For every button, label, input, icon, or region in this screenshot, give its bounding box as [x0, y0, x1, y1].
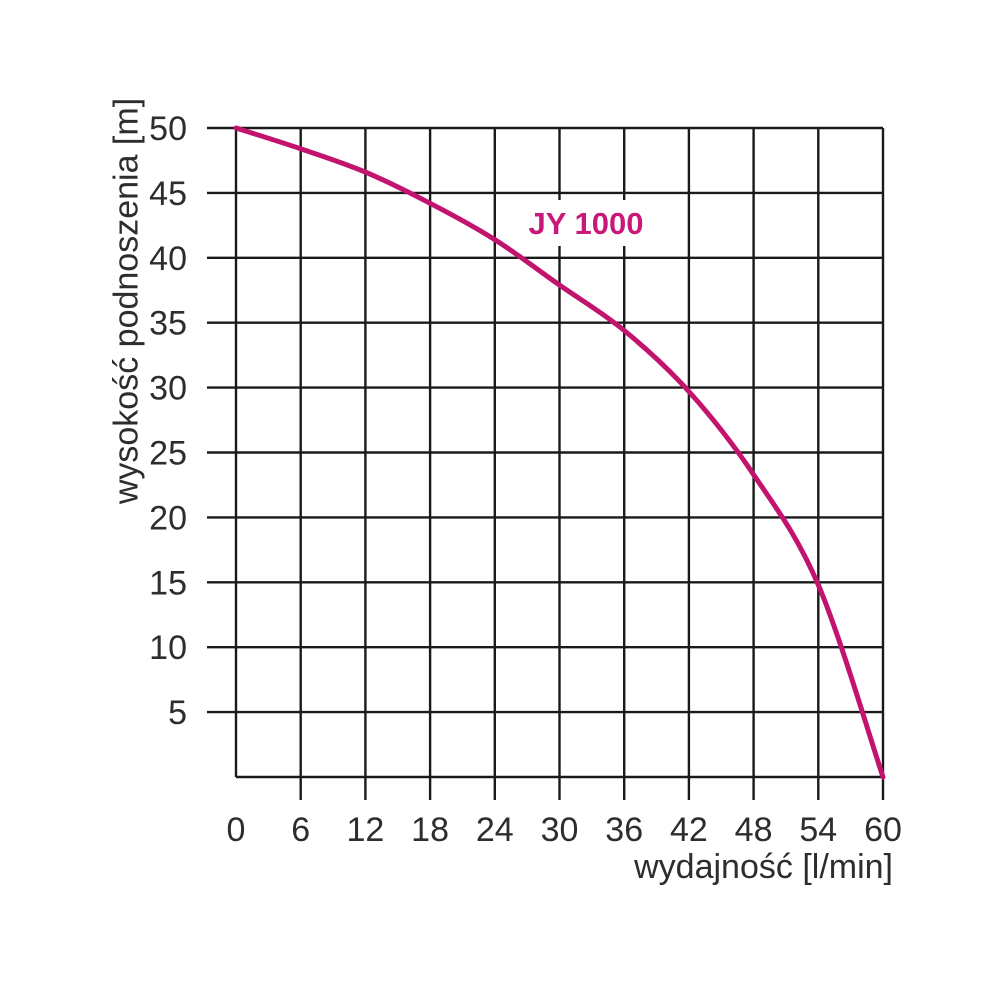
x-tick-label: 0: [227, 811, 246, 849]
y-tick-label: 5: [168, 694, 187, 732]
x-tick-label: 60: [864, 811, 902, 849]
x-axis-title: wydajność [l/min]: [634, 848, 893, 886]
y-tick-label: 40: [149, 240, 187, 278]
performance-curve: [233, 125, 886, 780]
x-tick-label: 36: [605, 811, 643, 849]
series-label-box: JY 1000: [512, 200, 660, 246]
series-label-background: [512, 200, 660, 246]
x-tick-label: 24: [476, 811, 514, 849]
y-tick-label: 10: [149, 629, 187, 667]
y-tick-label: 15: [149, 564, 187, 602]
axis-tick-labels: 0 6 12 18 24 30 36 42 48 54 60 5 10 15 20 25 30 35 40 45 50: [149, 110, 902, 849]
x-tick-label: 42: [670, 811, 708, 849]
x-tick-label: 30: [541, 811, 579, 849]
x-tick-label: 48: [735, 811, 773, 849]
y-tick-label: 35: [149, 305, 187, 343]
y-tick-label: 50: [149, 110, 187, 148]
x-tick-label: 18: [411, 811, 449, 849]
y-tick-label: 25: [149, 435, 187, 473]
y-tick-label: 45: [149, 175, 187, 213]
y-tick-label: 30: [149, 370, 187, 408]
y-tick-label: 20: [149, 499, 187, 537]
x-tick-label: 6: [291, 811, 310, 849]
series-label: JY 1000: [529, 206, 644, 241]
x-tick-label: 12: [346, 811, 384, 849]
y-axis-title: wysokość podnoszenia [m]: [107, 97, 146, 505]
x-tick-label: 54: [799, 811, 837, 849]
